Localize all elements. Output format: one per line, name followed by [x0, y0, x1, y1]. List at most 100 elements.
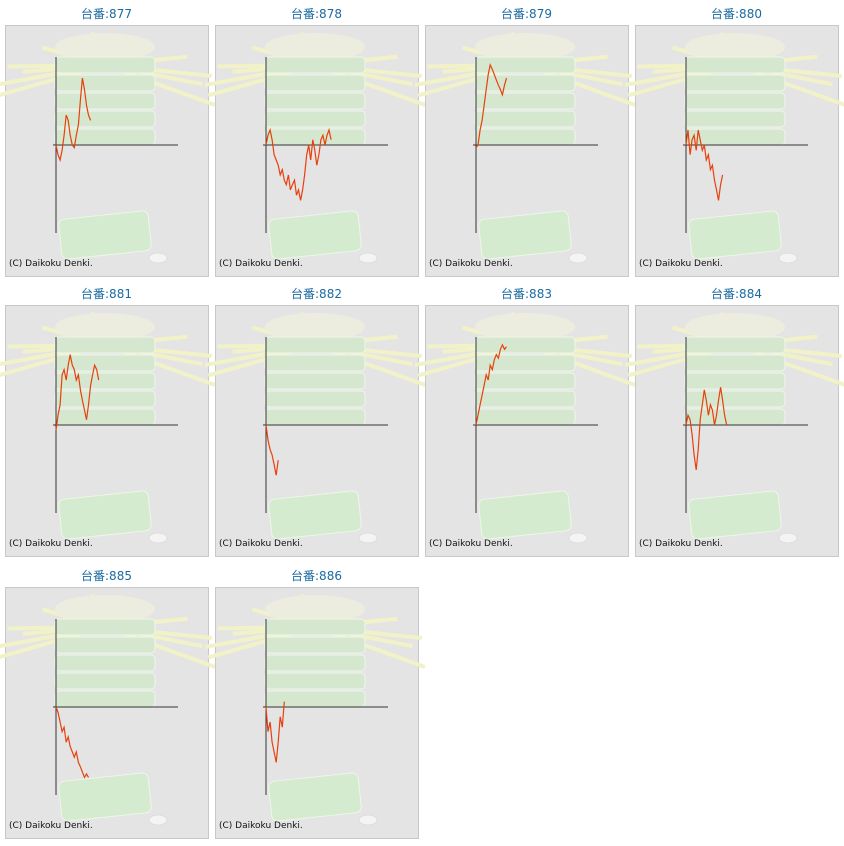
deco-box [58, 490, 152, 540]
data-line [265, 424, 279, 476]
deco-box [58, 210, 152, 260]
deco-tray [264, 672, 366, 690]
deco-coin [358, 532, 378, 544]
data-line [55, 706, 90, 779]
deco-tray [684, 372, 786, 390]
chart-title: 台番:877 [81, 6, 132, 21]
deco-coin [568, 252, 588, 264]
deco-tray [684, 74, 786, 92]
deco-box [268, 772, 362, 822]
deco-tray [264, 110, 366, 128]
deco-tray [474, 372, 576, 390]
deco-coin [778, 252, 798, 264]
deco-tray [54, 654, 156, 672]
deco-coin [358, 814, 378, 826]
deco-tray [264, 390, 366, 408]
deco-tray [264, 372, 366, 390]
deco-tray [474, 110, 576, 128]
chart-title: 台番:884 [711, 286, 762, 301]
data-line [475, 63, 508, 148]
deco-tray [54, 92, 156, 110]
deco-tray [264, 408, 366, 426]
deco-tray [54, 690, 156, 708]
deco-coin [148, 814, 168, 826]
deco-top [265, 595, 365, 623]
deco-box [268, 210, 362, 260]
chart-tile: (C) Daikoku Denki. [624, 305, 844, 557]
deco-tray [54, 372, 156, 390]
deco-coin [148, 532, 168, 544]
deco-tray [54, 74, 156, 92]
chart-tile: (C) Daikoku Denki. [0, 587, 216, 839]
deco-box [478, 210, 572, 260]
deco-tray [264, 56, 366, 74]
deco-tray [54, 354, 156, 372]
deco-box [688, 210, 782, 260]
data-line [685, 129, 724, 201]
deco-tray [474, 336, 576, 354]
deco-tray [474, 128, 576, 146]
credit: (C) Daikoku Denki. [429, 259, 513, 269]
deco-coin [778, 532, 798, 544]
deco-top [685, 313, 785, 341]
deco-tray [264, 618, 366, 636]
chart-tile: (C) Daikoku Denki. [204, 587, 426, 839]
data-line [265, 701, 285, 763]
deco-tray [474, 74, 576, 92]
credit: (C) Daikoku Denki. [9, 539, 93, 549]
data-line [265, 127, 332, 201]
deco-box [58, 772, 152, 822]
deco-tray [264, 690, 366, 708]
deco-top [475, 313, 575, 341]
chart-title: 台番:883 [501, 286, 552, 301]
deco-box [688, 490, 782, 540]
deco-tray [264, 74, 366, 92]
deco-tray [684, 390, 786, 408]
deco-top [55, 595, 155, 623]
chart-title: 台番:885 [81, 568, 132, 583]
deco-tray [54, 672, 156, 690]
deco-tray [264, 128, 366, 146]
deco-tray [54, 636, 156, 654]
deco-coin [568, 532, 588, 544]
deco-tray [264, 336, 366, 354]
data-line [55, 77, 92, 163]
deco-top [685, 33, 785, 61]
chart-tile: (C) Daikoku Denki. [0, 25, 216, 277]
chart-tile: (C) Daikoku Denki. [0, 305, 216, 557]
credit: (C) Daikoku Denki. [639, 539, 723, 549]
data-line [475, 343, 507, 426]
deco-tray [684, 110, 786, 128]
deco-tray [264, 354, 366, 372]
deco-tray [474, 354, 576, 372]
deco-coin [358, 252, 378, 264]
credit: (C) Daikoku Denki. [639, 259, 723, 269]
deco-tray [474, 408, 576, 426]
deco-box [268, 490, 362, 540]
deco-top [475, 33, 575, 61]
deco-tray [684, 56, 786, 74]
chart-tile: (C) Daikoku Denki. [414, 305, 636, 557]
deco-top [265, 313, 365, 341]
deco-tray [474, 390, 576, 408]
deco-tray [684, 336, 786, 354]
credit: (C) Daikoku Denki. [9, 821, 93, 831]
deco-tray [54, 336, 156, 354]
chart-tile: (C) Daikoku Denki. [204, 25, 426, 277]
chart-title: 台番:881 [81, 286, 132, 301]
deco-top [265, 33, 365, 61]
deco-tray [54, 56, 156, 74]
chart-title: 台番:886 [291, 568, 342, 583]
deco-tray [264, 92, 366, 110]
credit: (C) Daikoku Denki. [219, 539, 303, 549]
deco-tray [474, 92, 576, 110]
deco-box [478, 490, 572, 540]
chart-title: 台番:880 [711, 6, 762, 21]
deco-tray [54, 618, 156, 636]
deco-top [55, 313, 155, 341]
chart-title: 台番:882 [291, 286, 342, 301]
deco-tray [264, 636, 366, 654]
chart-tile: (C) Daikoku Denki. [414, 25, 636, 277]
data-line [55, 354, 100, 431]
